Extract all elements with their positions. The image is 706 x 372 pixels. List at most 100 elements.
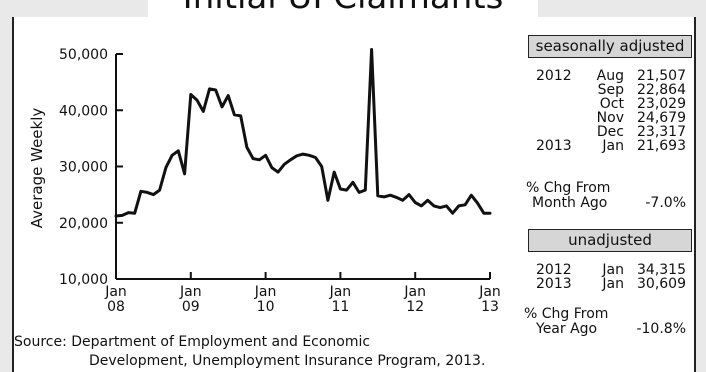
- data-point-2010-03: [277, 171, 279, 173]
- stat-month: Jan: [602, 262, 624, 278]
- data-point-2010-09: [314, 156, 317, 159]
- x-tick-label-month: Jan: [403, 284, 426, 300]
- data-point-2008-11: [177, 150, 179, 152]
- data-point-2012-09: [464, 204, 466, 206]
- y-tick-label: 40,000: [59, 103, 108, 119]
- stat-year: 2012: [536, 262, 572, 278]
- data-point-2008-03: [127, 212, 130, 214]
- stat-month: Nov: [596, 110, 624, 126]
- data-point-2008-07: [152, 194, 154, 196]
- data-point-2009-01: [190, 93, 192, 96]
- unadjusted-header: unadjusted: [528, 229, 692, 252]
- y-tick-label: 20,000: [59, 216, 108, 232]
- stat-value: 23,317: [637, 124, 686, 140]
- data-point-2012-07: [452, 212, 454, 214]
- data-point-2012-02: [420, 205, 422, 207]
- y-tick-label: 30,000: [59, 160, 108, 176]
- stat-month: Aug: [596, 68, 624, 84]
- month-chg-label-1: % Chg From: [526, 180, 611, 196]
- stat-year: 2012: [536, 68, 572, 84]
- data-point-2008-01: [115, 215, 117, 217]
- chart-title: Initial UI Claimants: [148, 0, 538, 14]
- x-tick-label-year: 12: [406, 299, 424, 315]
- data-point-2011-10: [395, 196, 398, 198]
- source-line-1: Source: Department of Employment and Eco…: [14, 334, 371, 350]
- x-tick-label-month: Jan: [179, 284, 202, 300]
- data-point-2008-05: [140, 190, 142, 192]
- stat-row: 2013 Jan 21,693: [536, 138, 688, 154]
- data-point-2011-07: [377, 195, 379, 197]
- data-point-2010-02: [271, 167, 273, 169]
- data-point-2012-03: [427, 199, 429, 201]
- data-point-2013-01: [489, 212, 491, 214]
- stat-row: Nov 24,679: [536, 110, 688, 126]
- data-point-2012-04: [433, 205, 435, 207]
- stat-value: 34,315: [637, 262, 686, 278]
- data-point-2009-02: [196, 99, 198, 101]
- stat-row: 2013 Jan 30,609: [536, 276, 688, 292]
- data-point-2010-08: [308, 154, 310, 156]
- data-point-2008-12: [184, 173, 186, 175]
- data-point-2012-12: [483, 212, 485, 214]
- x-tick-label-year: 08: [107, 299, 125, 315]
- data-point-2011-02: [346, 189, 348, 191]
- data-point-2011-01: [339, 188, 341, 190]
- stat-month: Dec: [596, 124, 624, 140]
- data-point-2011-04: [358, 191, 360, 193]
- stat-month: Jan: [602, 276, 624, 292]
- data-point-2008-06: [146, 191, 148, 193]
- year-chg-label-2: Year Ago: [536, 321, 598, 337]
- unadjusted-label: unadjusted: [568, 231, 652, 249]
- data-point-2011-12: [408, 194, 410, 196]
- stat-year: 2013: [536, 138, 572, 154]
- x-tick-label-year: 13: [481, 299, 499, 315]
- month-chg-value: -7.0%: [645, 195, 686, 211]
- data-point-2012-11: [476, 202, 479, 204]
- data-point-2011-08: [383, 196, 385, 198]
- data-point-2009-10: [246, 146, 248, 148]
- data-point-2009-09: [240, 115, 242, 117]
- stat-value: 30,609: [637, 276, 686, 292]
- data-point-2009-06: [221, 106, 223, 108]
- data-point-2010-01: [265, 154, 267, 156]
- chart-panel: [12, 17, 696, 372]
- data-point-2009-12: [258, 159, 260, 161]
- source-line-2: Development, Unemployment Insurance Prog…: [89, 353, 486, 369]
- stat-month: Jan: [602, 138, 624, 154]
- stat-value: 23,029: [637, 96, 686, 112]
- data-point-2009-11: [252, 158, 254, 160]
- data-point-2010-05: [289, 159, 292, 161]
- stat-month: Oct: [599, 96, 624, 112]
- x-tick-label-year: 09: [182, 299, 200, 315]
- seasonally-adjusted-header: seasonally adjusted: [528, 35, 692, 58]
- data-point-2008-09: [165, 167, 167, 169]
- data-point-2012-01: [414, 201, 416, 204]
- y-tick-label: 50,000: [59, 47, 108, 63]
- data-point-2011-05: [364, 189, 366, 191]
- stat-month: Sep: [597, 82, 624, 98]
- data-point-2010-06: [296, 155, 298, 157]
- x-tick-label-month: Jan: [254, 284, 277, 300]
- stat-row: Dec 23,317: [536, 124, 688, 140]
- data-point-2010-07: [302, 153, 304, 155]
- data-point-2009-03: [202, 110, 204, 112]
- data-point-2011-06: [371, 48, 373, 51]
- data-point-2008-08: [159, 189, 161, 191]
- y-axis-label: Average Weekly: [28, 108, 46, 229]
- data-point-2009-04: [208, 88, 211, 90]
- stat-value: 21,507: [637, 68, 686, 84]
- data-point-2012-05: [439, 207, 441, 209]
- x-tick-label-month: Jan: [478, 284, 501, 300]
- data-point-2010-04: [283, 163, 285, 165]
- data-point-2009-08: [233, 114, 235, 116]
- data-point-2008-10: [171, 154, 173, 156]
- stat-year: 2013: [536, 276, 572, 292]
- data-point-2008-02: [121, 214, 123, 216]
- data-point-2010-11: [327, 199, 329, 201]
- stat-row: 2012 Jan 34,315: [536, 262, 688, 278]
- stat-value: 24,679: [637, 110, 686, 126]
- stat-row: 2012 Aug 21,507: [536, 68, 688, 84]
- data-point-2011-11: [402, 199, 404, 201]
- x-tick-label-month: Jan: [104, 284, 127, 300]
